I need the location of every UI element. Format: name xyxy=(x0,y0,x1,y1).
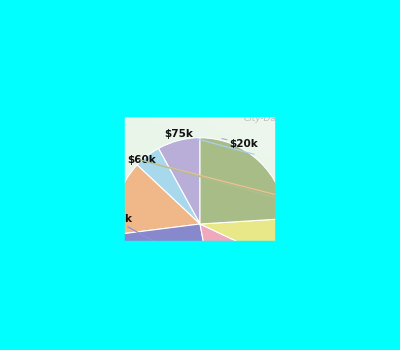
Wedge shape xyxy=(114,224,216,310)
Text: $75k: $75k xyxy=(164,129,254,154)
Text: > $200k: > $200k xyxy=(140,160,330,211)
Wedge shape xyxy=(200,224,278,309)
Wedge shape xyxy=(137,148,200,224)
Wedge shape xyxy=(158,138,200,224)
Text: $150k: $150k xyxy=(113,240,298,286)
Text: $20k: $20k xyxy=(222,139,258,149)
Text: $125k: $125k xyxy=(96,214,252,295)
Wedge shape xyxy=(200,138,286,224)
Text: $60k: $60k xyxy=(127,155,284,197)
Text: Black or African American residents: Black or African American residents xyxy=(94,89,306,102)
Wedge shape xyxy=(200,219,286,261)
Text: City-Data.com: City-Data.com xyxy=(244,114,308,123)
Wedge shape xyxy=(114,165,200,235)
Text: $30k: $30k xyxy=(146,294,226,319)
Text: Income distribution in Beverly Hills,
MI (%): Income distribution in Beverly Hills, MI… xyxy=(37,14,363,48)
